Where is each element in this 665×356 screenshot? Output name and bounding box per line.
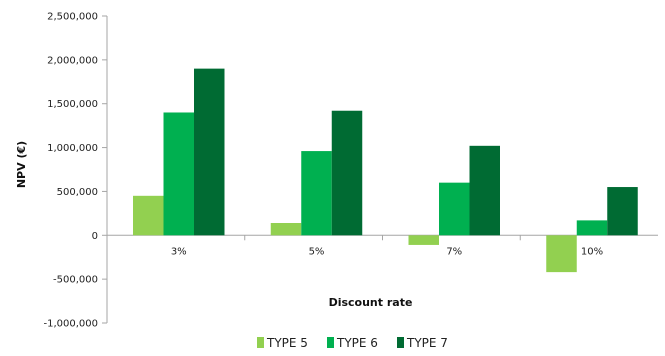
bar-type-5-3: [408, 235, 439, 245]
legend-label: TYPE 6: [336, 336, 378, 350]
y-tick-label: -1,000,000: [43, 319, 98, 330]
bar-type-7-1: [194, 68, 225, 236]
y-tick-label: -500,000: [53, 275, 98, 286]
legend-label: TYPE 5: [266, 336, 308, 350]
bar-type-7-2: [331, 110, 363, 236]
y-tick-label: 1,000,000: [47, 143, 98, 154]
bar-type-6-3: [439, 182, 470, 236]
y-axis-title: NPV (€): [15, 141, 28, 188]
bar-type-5-2: [270, 223, 302, 236]
category-labels-group: 3% 5% 7% 10%: [171, 235, 603, 257]
category-label: 5%: [309, 246, 325, 257]
legend-swatch-type-6: [327, 337, 334, 348]
category-label: 3%: [171, 246, 187, 257]
bar-type-6-4: [576, 220, 608, 236]
bar-type-7-4: [607, 187, 638, 236]
y-tick-label: 500,000: [57, 187, 98, 198]
bar-type-6-1: [163, 112, 194, 236]
category-label: 10%: [581, 246, 603, 257]
y-tick-label: 2,000,000: [47, 55, 98, 66]
legend: TYPE 5 TYPE 6 TYPE 7: [257, 336, 448, 350]
bar-type-6-2: [301, 151, 332, 236]
bar-type-7-3: [469, 145, 500, 236]
bars-group: [133, 68, 638, 273]
legend-swatch-type-5: [257, 337, 264, 348]
y-tick-label: 1,500,000: [47, 99, 98, 110]
category-label: 7%: [446, 246, 462, 257]
y-tick-label: 0: [92, 231, 98, 242]
legend-swatch-type-7: [397, 337, 404, 348]
bar-type-5-1: [133, 195, 164, 236]
bar-type-5-4: [546, 235, 577, 273]
y-ticks-group: -1,000,000 -500,000 0 500,000 1,000,000 1,500…: [43, 12, 107, 330]
y-tick-label: 2,500,000: [47, 12, 98, 23]
legend-label: TYPE 7: [406, 336, 448, 350]
x-axis-title: Discount rate: [329, 296, 413, 309]
